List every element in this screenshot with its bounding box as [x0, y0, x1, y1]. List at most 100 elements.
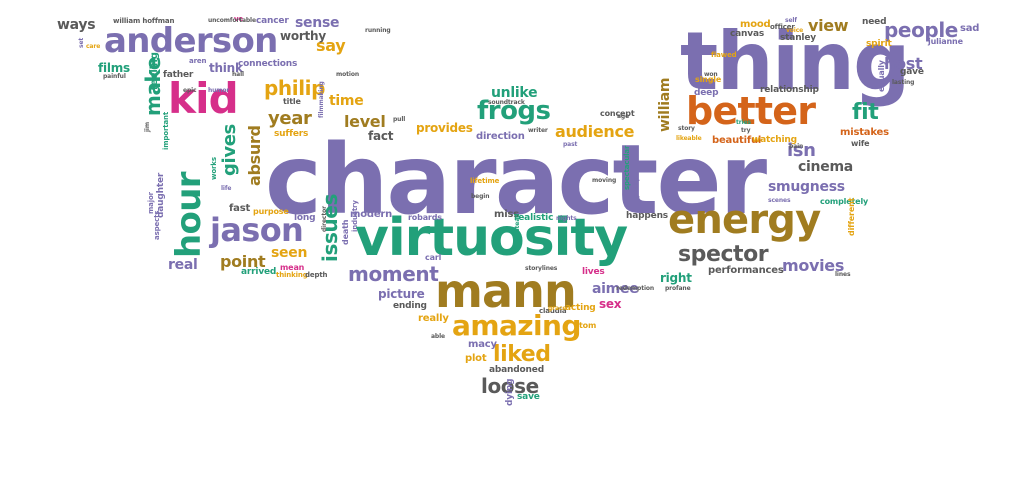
- word-different: different: [847, 197, 856, 236]
- word-unlike: unlike: [491, 85, 538, 101]
- word-deep: deep: [694, 88, 719, 98]
- word-year: year: [268, 108, 312, 129]
- word-provides: provides: [416, 121, 473, 135]
- word-jim: jim: [144, 121, 151, 132]
- word-care: care: [86, 43, 101, 50]
- word-worthy: worthy: [280, 29, 326, 43]
- word-mann: mann: [435, 264, 577, 318]
- word-ending: ending: [393, 301, 427, 311]
- word-performances: performances: [708, 265, 784, 276]
- word-think: think: [209, 61, 243, 75]
- word-carl: carl: [425, 253, 442, 262]
- word-motion: motion: [336, 71, 359, 78]
- word-single: single: [695, 75, 722, 84]
- word-mood: mood: [740, 19, 771, 30]
- word-view: view: [808, 16, 849, 35]
- word-sad: sad: [960, 23, 980, 34]
- word-hall: hall: [232, 71, 244, 78]
- word-isn: isn: [787, 140, 816, 161]
- word-level: level: [344, 112, 386, 131]
- word-spector: spector: [678, 242, 769, 267]
- word-dying: dying: [505, 378, 515, 406]
- word-gives: gives: [219, 124, 240, 176]
- word-purpose: purpose: [253, 207, 289, 216]
- word-loose: loose: [481, 374, 539, 398]
- word-stanley: stanley: [780, 33, 816, 43]
- word-robards: robards: [408, 213, 442, 222]
- word-say: say: [316, 36, 346, 55]
- word-long: long: [294, 213, 316, 223]
- word-need: need: [862, 17, 887, 27]
- word-lines: lines: [835, 271, 851, 278]
- word-feeling: feeling: [149, 52, 160, 90]
- word-thinking: thinking: [276, 271, 308, 279]
- word-ways: ways: [57, 17, 96, 33]
- word-plot: plot: [465, 353, 487, 364]
- word-likeable: likeable: [676, 135, 702, 142]
- word-redemption: redemption: [616, 285, 655, 292]
- word-aren: aren: [189, 57, 207, 65]
- word-virtuosity: virtuosity: [355, 208, 628, 268]
- word-aimee: aimee: [592, 281, 639, 297]
- word-canvas: canvas: [730, 29, 765, 39]
- word-absurd: absurd: [245, 125, 264, 186]
- word-really: really: [418, 313, 449, 324]
- word-wife: wife: [851, 139, 870, 148]
- word-flawed: flawed: [711, 51, 737, 59]
- word-begin: begin: [471, 193, 490, 200]
- word-sex: sex: [599, 297, 622, 311]
- word-death: death: [341, 219, 350, 245]
- word-able: able: [431, 333, 445, 340]
- word-philip: philip: [632, 176, 640, 198]
- word-major: major: [147, 192, 155, 214]
- word-sense: sense: [295, 15, 340, 31]
- word-important: important: [162, 111, 170, 150]
- word-title: title: [283, 97, 301, 106]
- word-fast: fast: [229, 203, 251, 214]
- word-william-hoffman: william hoffman: [113, 17, 175, 25]
- word-running: running: [365, 27, 391, 34]
- word-profane: profane: [665, 285, 691, 292]
- word-nights: nights: [556, 215, 577, 222]
- word-miss: miss: [494, 209, 519, 220]
- word-age: age: [617, 113, 630, 120]
- word-story: story: [678, 125, 695, 132]
- word-kid: kid: [168, 74, 239, 123]
- word-uncomfortable: uncomfortable: [208, 17, 256, 24]
- word-frogs: frogs: [477, 96, 551, 126]
- word-relationship: relationship: [760, 85, 819, 95]
- word-william: william: [657, 77, 673, 132]
- word-mean: mean: [280, 263, 305, 272]
- word-fit: fit: [852, 100, 879, 125]
- word-suffers: suffers: [274, 129, 309, 139]
- word-arrived: arrived: [241, 267, 277, 277]
- word-scenes: scenes: [768, 197, 791, 204]
- word-anderson: anderson: [104, 21, 278, 61]
- word-seen: seen: [271, 245, 308, 261]
- word-picture: picture: [378, 287, 425, 301]
- word-hour: hour: [169, 172, 209, 258]
- word-spectacular: spectacular: [623, 145, 631, 190]
- word-industry: industry: [351, 200, 359, 232]
- word-happens: happens: [626, 211, 668, 221]
- word-connections: connections: [238, 59, 298, 69]
- word-thing: thing: [680, 15, 910, 108]
- word-amazing: amazing: [452, 309, 581, 342]
- word-audience: audience: [555, 122, 635, 141]
- word-tom: tom: [579, 321, 597, 330]
- word-energy: energy: [668, 197, 821, 243]
- word-movies: movies: [782, 256, 845, 275]
- word-equally: equally: [877, 60, 886, 92]
- word-instead: instead: [514, 213, 521, 238]
- word-try: try: [741, 127, 751, 134]
- word-depth: depth: [305, 271, 328, 279]
- word-life: life: [221, 185, 232, 192]
- word-julianne: julianne: [928, 37, 963, 46]
- word-concept: concept: [600, 109, 635, 118]
- word-completely: completely: [820, 197, 869, 206]
- word-films: films: [98, 61, 130, 75]
- word-moment: moment: [348, 262, 439, 286]
- word-works: works: [210, 157, 218, 180]
- word-philip: philip: [264, 76, 326, 100]
- word-epic: epic: [183, 87, 197, 94]
